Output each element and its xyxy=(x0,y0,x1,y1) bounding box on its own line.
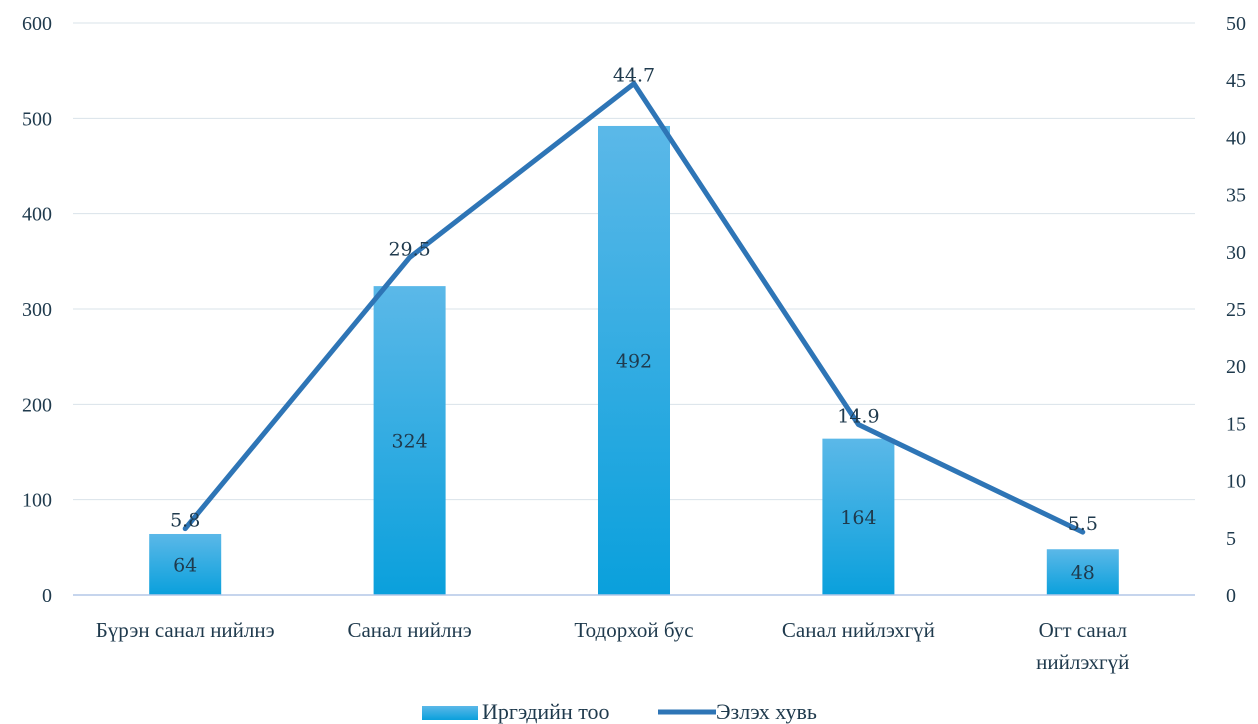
right-tick-label: 15 xyxy=(1226,413,1246,435)
category-label-line: нийлэхгүй xyxy=(1036,650,1129,674)
category-label-line: Бүрэн санал нийлнэ xyxy=(96,618,275,642)
category-label: Бүрэн санал нийлнэ xyxy=(96,618,275,642)
right-tick-label: 25 xyxy=(1226,299,1246,321)
right-tick-label: 0 xyxy=(1226,585,1236,607)
bar-data-label: 48 xyxy=(1071,562,1095,584)
line-data-label: 5.5 xyxy=(1068,513,1098,535)
legend-label-line: Эзлэх хувь xyxy=(716,699,817,724)
left-tick-label: 200 xyxy=(22,394,52,416)
right-tick-label: 40 xyxy=(1226,127,1246,149)
right-tick-label: 30 xyxy=(1226,242,1246,264)
bar-data-label: 324 xyxy=(391,431,427,453)
line-data-label: 29.5 xyxy=(388,239,430,261)
left-tick-label: 500 xyxy=(22,108,52,130)
category-label: Огт санал нийлэхгүй xyxy=(1036,618,1129,674)
line-series: 5.8 29.5 44.7 14.9 5.5 xyxy=(170,65,1098,535)
category-label: Санал нийлэхгүй xyxy=(782,618,935,642)
line-data-label: 14.9 xyxy=(837,406,879,428)
bar-series: 64 324 492 164 48 xyxy=(149,125,1119,596)
left-axis: 0 100 200 300 400 500 600 xyxy=(22,13,52,607)
left-tick-label: 0 xyxy=(42,585,52,607)
bar-data-label: 492 xyxy=(616,350,652,372)
bar-data-label: 64 xyxy=(173,554,197,576)
bar xyxy=(1046,549,1119,595)
category-label-line: Тодорхой бус xyxy=(574,618,693,642)
right-tick-label: 10 xyxy=(1226,471,1246,493)
category-label-line: Огт санал xyxy=(1039,618,1127,642)
line-data-label: 44.7 xyxy=(613,65,655,87)
legend-swatch-bar xyxy=(422,706,478,720)
bar xyxy=(373,286,446,595)
right-tick-label: 50 xyxy=(1226,13,1246,35)
bar xyxy=(149,533,222,595)
left-tick-label: 100 xyxy=(22,490,52,512)
bar xyxy=(598,125,670,596)
left-tick-label: 600 xyxy=(22,13,52,35)
x-axis: Бүрэн санал нийлнэ Санал нийлнэ Тодорхой б… xyxy=(73,594,1195,674)
category-label-line: Санал нийлнэ xyxy=(347,618,471,642)
right-axis: 0 5 10 15 20 25 30 35 40 45 50 xyxy=(1226,13,1246,607)
category-label: Санал нийлнэ xyxy=(347,618,471,642)
left-tick-label: 300 xyxy=(22,299,52,321)
legend: Иргэдийн тоо Эзлэх хувь xyxy=(422,699,817,724)
bar-data-label: 164 xyxy=(840,507,876,529)
right-tick-label: 5 xyxy=(1226,528,1236,550)
category-label-line: Санал нийлэхгүй xyxy=(782,618,935,642)
line-data-label: 5.8 xyxy=(170,510,200,532)
left-tick-label: 400 xyxy=(22,204,52,226)
right-tick-label: 45 xyxy=(1226,70,1246,92)
bar xyxy=(822,438,895,595)
right-tick-label: 20 xyxy=(1226,356,1246,378)
category-label: Тодорхой бус xyxy=(574,618,693,642)
legend-label-bar: Иргэдийн тоо xyxy=(482,699,610,724)
line-path xyxy=(182,81,1086,535)
right-tick-label: 35 xyxy=(1226,185,1246,207)
